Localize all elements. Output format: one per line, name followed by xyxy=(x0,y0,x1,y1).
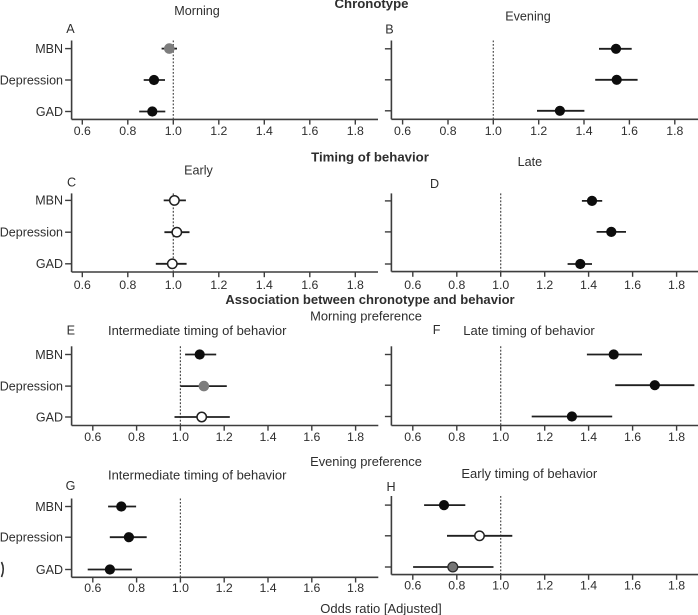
svg-text:1.0: 1.0 xyxy=(165,278,182,292)
svg-text:1.4: 1.4 xyxy=(580,579,597,593)
svg-text:G: G xyxy=(66,479,76,493)
svg-text:E: E xyxy=(67,324,75,338)
svg-text:1.0: 1.0 xyxy=(165,124,182,138)
svg-text:GAD: GAD xyxy=(36,257,63,271)
svg-text:1.6: 1.6 xyxy=(301,124,318,138)
svg-text:1.8: 1.8 xyxy=(668,278,685,292)
svg-text:Odds ratio [Adjusted]: Odds ratio [Adjusted] xyxy=(320,601,441,615)
svg-text:GAD: GAD xyxy=(36,105,63,119)
svg-text:0.8: 0.8 xyxy=(119,278,136,292)
svg-text:Intermediate timing of behavio: Intermediate timing of behavior xyxy=(108,323,287,338)
svg-text:1.0: 1.0 xyxy=(492,579,509,593)
svg-text:1.8: 1.8 xyxy=(668,579,685,593)
svg-text:1.8: 1.8 xyxy=(347,278,364,292)
svg-text:Chronotype: Chronotype xyxy=(335,0,409,11)
svg-text:1.8: 1.8 xyxy=(347,430,364,444)
svg-text:1.8: 1.8 xyxy=(668,430,685,444)
svg-text:1.6: 1.6 xyxy=(624,579,641,593)
svg-text:1.2: 1.2 xyxy=(210,278,227,292)
svg-text:Depression: Depression xyxy=(0,379,63,393)
svg-text:Early timing of behavior: Early timing of behavior xyxy=(461,466,598,481)
svg-text:0.6: 0.6 xyxy=(404,579,421,593)
svg-text:1.4: 1.4 xyxy=(256,278,273,292)
svg-text:Late: Late xyxy=(518,155,543,169)
svg-text:0.6: 0.6 xyxy=(404,278,421,292)
svg-text:0.6: 0.6 xyxy=(84,581,101,595)
svg-text:1.0: 1.0 xyxy=(485,124,502,138)
svg-text:1.0: 1.0 xyxy=(492,430,509,444)
svg-text:A: A xyxy=(66,22,75,36)
svg-text:1.0: 1.0 xyxy=(172,581,189,595)
svg-text:1.2: 1.2 xyxy=(530,124,547,138)
svg-text:Depression: Depression xyxy=(0,73,63,87)
svg-text:1.4: 1.4 xyxy=(256,124,273,138)
svg-text:0.6: 0.6 xyxy=(404,430,421,444)
svg-text:Late timing of behavior: Late timing of behavior xyxy=(463,323,595,338)
svg-text:Morning: Morning xyxy=(174,4,220,18)
svg-text:0.8: 0.8 xyxy=(439,124,456,138)
svg-text:1.8: 1.8 xyxy=(347,581,364,595)
svg-text:1.2: 1.2 xyxy=(216,581,233,595)
svg-text:MBN: MBN xyxy=(35,42,63,56)
svg-text:0.8: 0.8 xyxy=(128,430,145,444)
svg-text:1.8: 1.8 xyxy=(347,124,364,138)
svg-text:MBN: MBN xyxy=(35,194,63,208)
svg-text:1.4: 1.4 xyxy=(575,124,592,138)
svg-text:1.8: 1.8 xyxy=(666,124,683,138)
svg-text:1.4: 1.4 xyxy=(259,581,276,595)
svg-text:0.8: 0.8 xyxy=(448,579,465,593)
svg-text:0.8: 0.8 xyxy=(448,430,465,444)
svg-text:1.6: 1.6 xyxy=(624,430,641,444)
svg-text:1.2: 1.2 xyxy=(536,430,553,444)
svg-text:1.2: 1.2 xyxy=(216,430,233,444)
svg-text:1.6: 1.6 xyxy=(303,581,320,595)
svg-text:1.0: 1.0 xyxy=(172,430,189,444)
svg-text:GAD: GAD xyxy=(36,563,63,577)
svg-text:1.6: 1.6 xyxy=(301,278,318,292)
svg-text:Early: Early xyxy=(184,164,213,178)
svg-text:Association between chronotype: Association between chronotype and behav… xyxy=(225,292,514,307)
svg-text:1.6: 1.6 xyxy=(624,278,641,292)
svg-text:0.8: 0.8 xyxy=(128,581,145,595)
svg-text:0.6: 0.6 xyxy=(74,124,91,138)
svg-text:Depression: Depression xyxy=(0,531,63,545)
svg-text:MBN: MBN xyxy=(35,348,63,362)
svg-text:0.6: 0.6 xyxy=(394,124,411,138)
svg-text:Depression: Depression xyxy=(0,226,63,240)
svg-text:1.2: 1.2 xyxy=(536,579,553,593)
svg-text:1.4: 1.4 xyxy=(580,278,597,292)
svg-text:Intermediate timing of behavio: Intermediate timing of behavior xyxy=(108,468,287,483)
svg-text:GAD: GAD xyxy=(36,410,63,424)
svg-text:0.8: 0.8 xyxy=(119,124,136,138)
svg-text:F: F xyxy=(433,323,441,337)
svg-text:0.6: 0.6 xyxy=(84,430,101,444)
svg-text:D: D xyxy=(430,177,439,191)
svg-text:1.2: 1.2 xyxy=(536,278,553,292)
svg-text:Evening preference: Evening preference xyxy=(310,454,422,469)
svg-text:1.6: 1.6 xyxy=(303,430,320,444)
svg-text:MBN: MBN xyxy=(35,500,63,514)
svg-text:H: H xyxy=(386,480,395,494)
svg-text:0.6: 0.6 xyxy=(74,278,91,292)
svg-text:1.4: 1.4 xyxy=(259,430,276,444)
svg-text:Morning preference: Morning preference xyxy=(310,309,422,324)
svg-text:0.8: 0.8 xyxy=(448,278,465,292)
svg-text:Timing of behavior: Timing of behavior xyxy=(311,150,429,165)
svg-text:Evening: Evening xyxy=(505,10,551,24)
svg-text:1.6: 1.6 xyxy=(621,124,638,138)
svg-text:1.2: 1.2 xyxy=(210,124,227,138)
svg-text:1.4: 1.4 xyxy=(580,430,597,444)
svg-text:B: B xyxy=(385,23,393,37)
svg-text:1.0: 1.0 xyxy=(492,278,509,292)
svg-text:C: C xyxy=(67,176,76,190)
